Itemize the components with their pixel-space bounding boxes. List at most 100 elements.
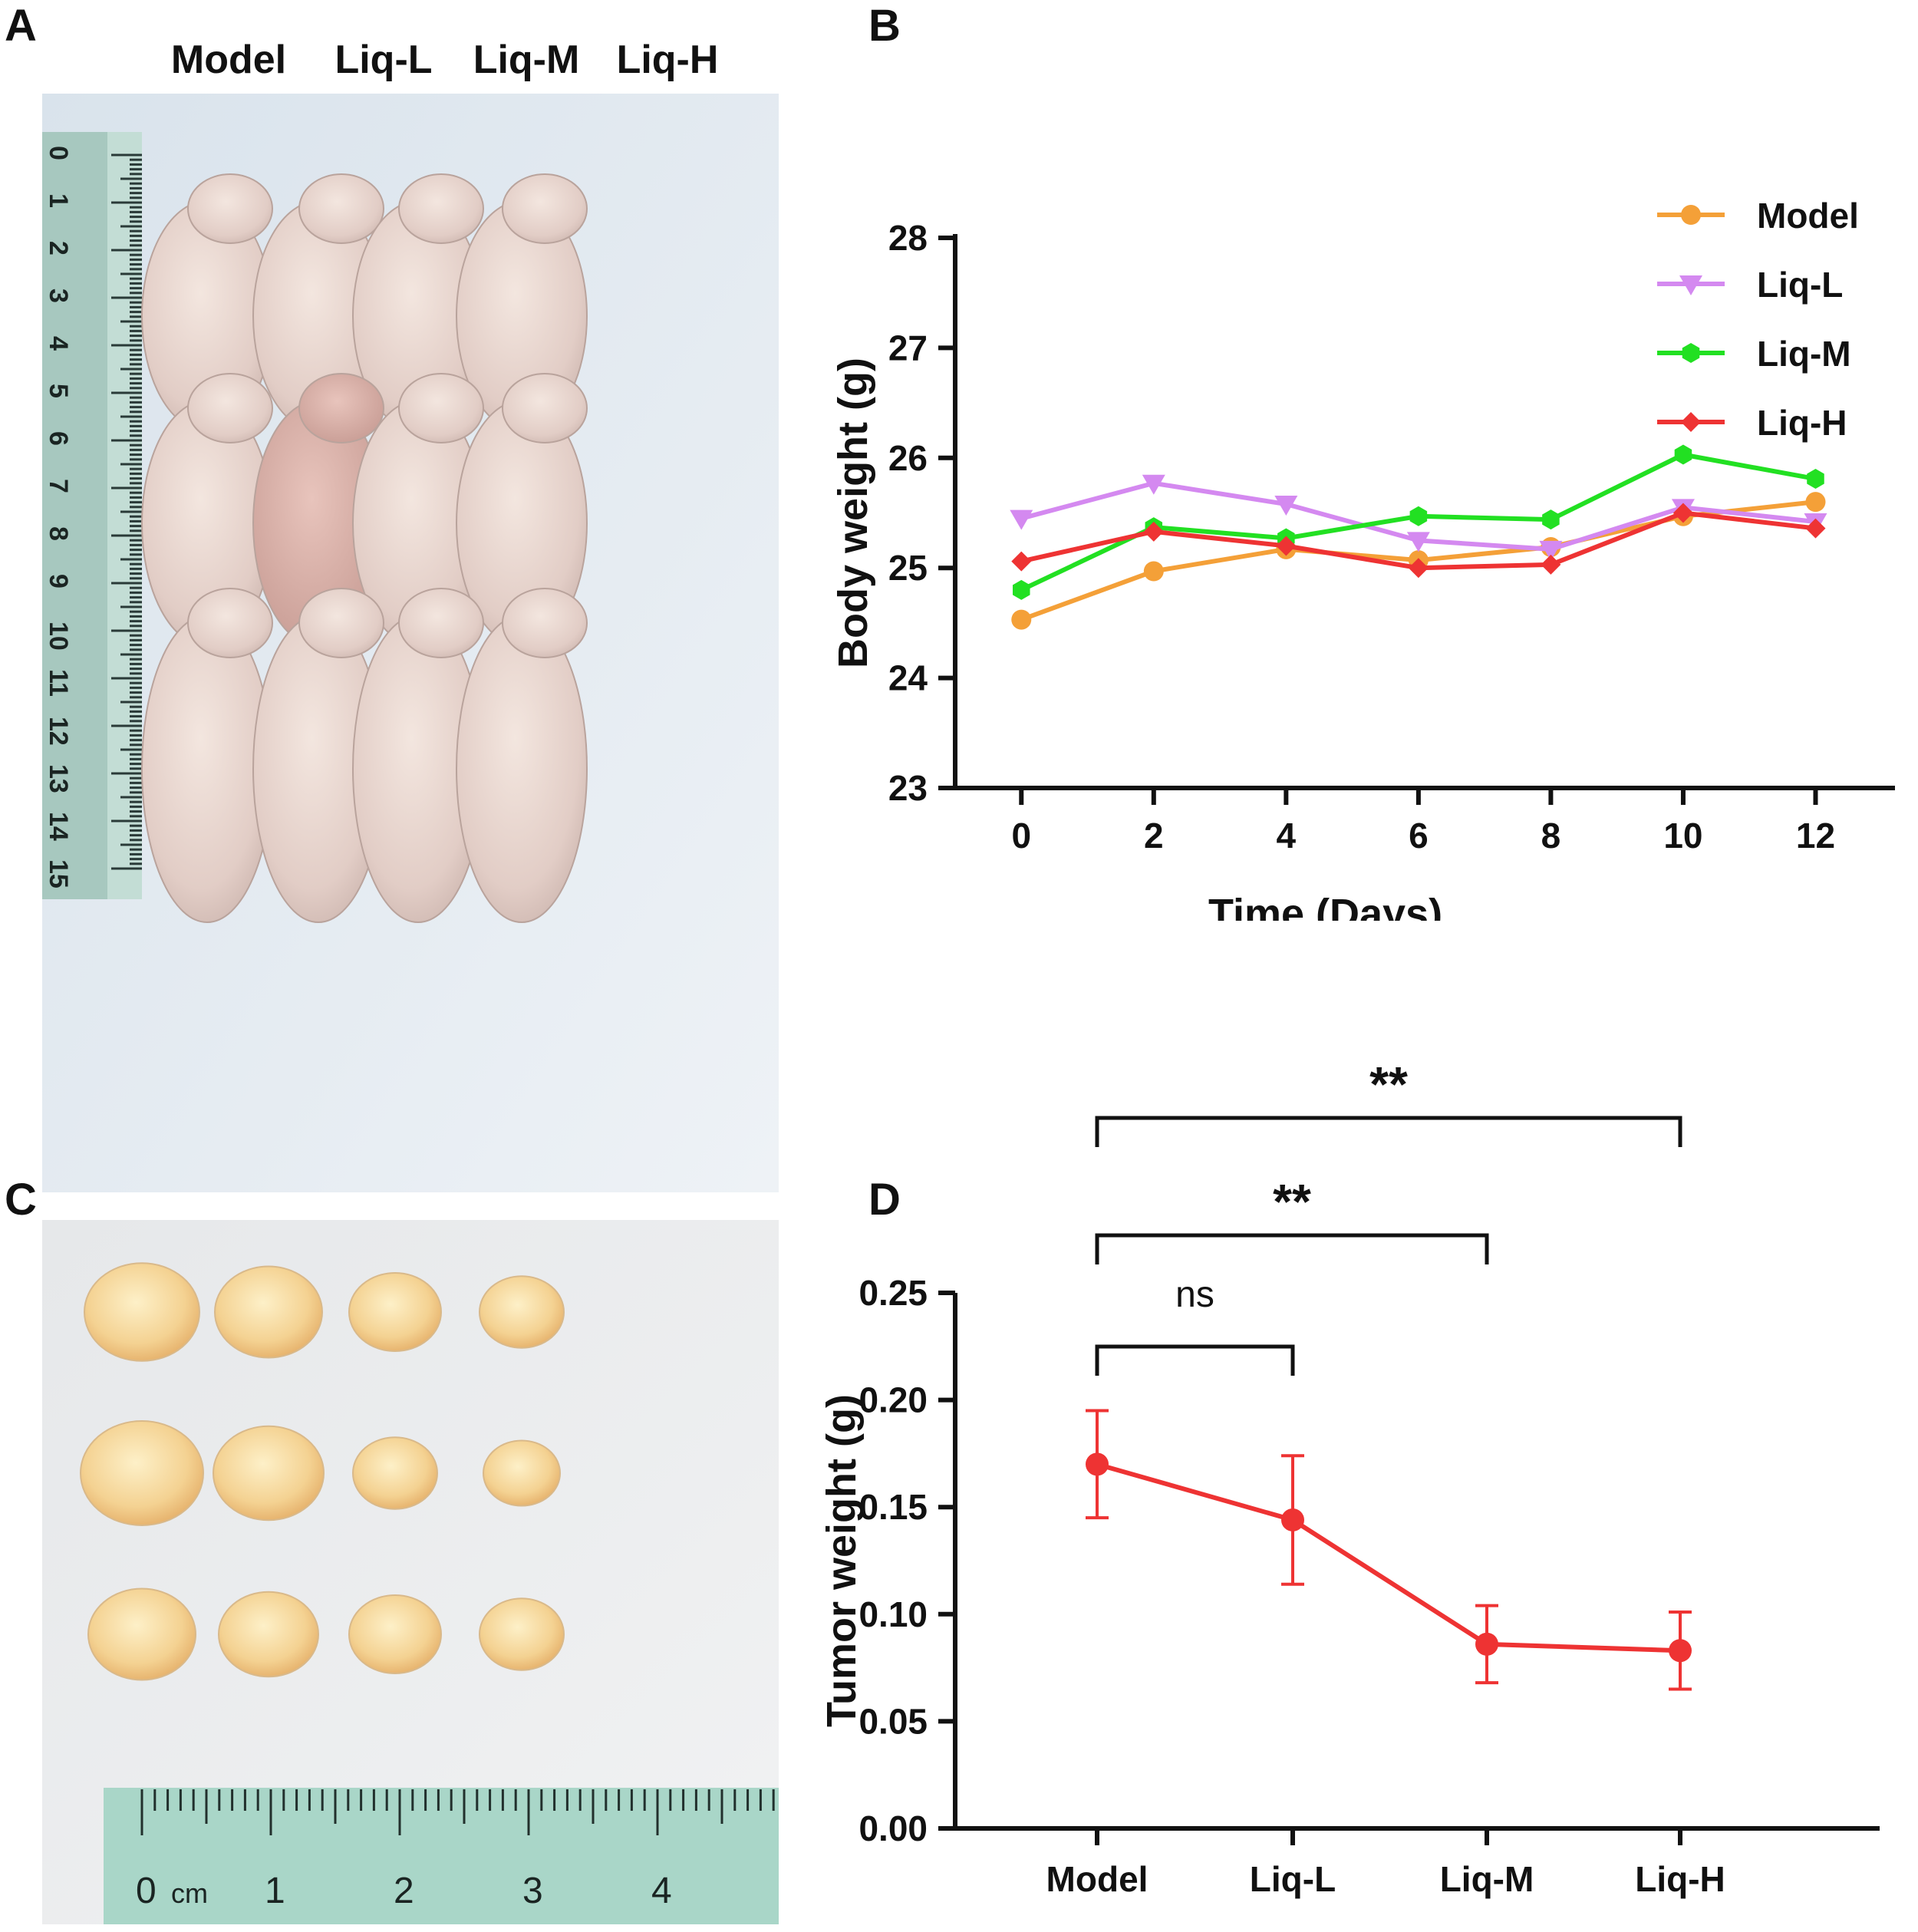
y-tick-label: 0.00 [858, 1808, 928, 1848]
data-point [1674, 444, 1692, 465]
x-tick-label: 8 [1541, 816, 1561, 856]
data-point [1681, 205, 1701, 225]
legend-label: Model [1757, 196, 1859, 236]
ruler-number: 14 [44, 812, 73, 841]
data-point [1406, 532, 1430, 552]
y-tick-label: 0.05 [858, 1701, 928, 1741]
data-point [1010, 509, 1033, 530]
y-tick-label: 26 [888, 438, 928, 478]
data-point [1011, 609, 1032, 630]
y-tick-label: 28 [888, 218, 928, 258]
data-point [1086, 1452, 1109, 1476]
data-point [1281, 1508, 1304, 1531]
data-point [1805, 492, 1826, 513]
x-tick-label: Model [1046, 1859, 1148, 1899]
tumor-weight-chart: 0.00 0.05 0.10 0.15 0.20 0.25 Model Liq-L Liq-M L… [819, 1059, 1880, 1899]
tumor-specimen [214, 1265, 323, 1359]
ruler-unit: cm [171, 1878, 208, 1909]
ruler-number: 1 [44, 193, 73, 208]
group-label-liq-m: Liq-M [473, 38, 580, 82]
ruler-number: 0 [136, 1871, 157, 1911]
mouse-head [298, 588, 384, 658]
x-tick-label: 12 [1796, 816, 1835, 856]
ruler-number: 9 [44, 574, 73, 589]
ruler-number: 2 [394, 1871, 414, 1911]
y-axis-label: Tumor weight (g) [819, 1394, 865, 1727]
ruler-number: 3 [522, 1871, 543, 1911]
data-point [1672, 503, 1693, 523]
mice-photo: 0 1 2 3 4 5 6 7 8 9 10 11 12 13 14 15 [42, 94, 779, 1192]
group-label-model: Model [170, 38, 287, 82]
tumor-specimen [84, 1262, 200, 1362]
data-point [1274, 496, 1298, 516]
x-tick-label: 6 [1409, 816, 1429, 856]
legend-label: Liq-H [1757, 403, 1847, 443]
ruler-number: 13 [44, 764, 73, 793]
ruler-number: 0 [44, 146, 73, 160]
data-point [1408, 558, 1429, 579]
x-tick-label: 10 [1663, 816, 1702, 856]
ruler-number: 4 [44, 336, 73, 351]
panel-letter-a: A [5, 1, 37, 51]
ruler-number: 4 [651, 1871, 672, 1911]
data-point [1682, 343, 1700, 363]
x-tick-label: 0 [1011, 816, 1031, 856]
tumor-specimen [218, 1591, 319, 1678]
data-point [1539, 540, 1563, 561]
panel-letter-c: C [5, 1175, 37, 1225]
data-point [1681, 412, 1701, 432]
y-tick-label: 0.15 [858, 1487, 928, 1527]
ruler-number: 8 [44, 526, 73, 541]
data-point [1142, 474, 1165, 495]
tumor-photo: 012345cm [42, 1220, 779, 1924]
mouse-head [187, 173, 273, 244]
x-axis-label: Time (Days) [1208, 891, 1442, 921]
tumor-specimen [348, 1594, 442, 1674]
significance-label: ** [1369, 1059, 1408, 1112]
mouse [456, 615, 588, 923]
x-tick-label: Liq-H [1635, 1859, 1725, 1899]
y-tick-label: 27 [888, 328, 928, 368]
significance-bracket [1095, 1116, 1682, 1147]
data-point [1679, 275, 1702, 295]
mouse-head [502, 588, 588, 658]
mouse-head [398, 373, 484, 443]
significance-label: ** [1273, 1174, 1311, 1229]
mouse-head [187, 373, 273, 443]
tumor-specimen [87, 1587, 196, 1681]
mouse-head [502, 373, 588, 443]
ruler-c [104, 1788, 779, 1924]
data-point [1541, 554, 1561, 575]
y-tick-label: 0.20 [858, 1380, 928, 1420]
data-point [1542, 509, 1560, 530]
y-tick-label: 25 [888, 548, 928, 588]
ruler-number: 2 [44, 241, 73, 256]
mouse-head [187, 588, 273, 658]
data-point [1807, 469, 1824, 490]
ruler-number: 10 [44, 621, 73, 651]
tumor-specimen [483, 1439, 561, 1507]
tumor-series-line [1096, 1462, 1681, 1653]
ruler-number: 1 [265, 1871, 285, 1911]
data-point [1669, 1639, 1692, 1663]
mouse-head [298, 373, 384, 443]
data-point [1409, 506, 1428, 526]
data-point [1143, 561, 1164, 582]
data-point [1475, 1632, 1498, 1656]
data-point [1013, 579, 1030, 600]
panel-letter-d: D [868, 1175, 901, 1225]
mouse-head [502, 173, 588, 244]
significance-bracket [1095, 1233, 1489, 1264]
significance-bracket [1095, 1344, 1295, 1376]
group-label-liq-l: Liq-L [334, 38, 433, 82]
data-point [1011, 551, 1032, 572]
data-point [1805, 518, 1826, 539]
ruler-number: 5 [44, 384, 73, 398]
mouse-head [398, 173, 484, 244]
y-tick-label: 0.25 [858, 1273, 928, 1313]
tumor-specimen [213, 1425, 325, 1522]
group-label-liq-h: Liq-H [616, 38, 719, 82]
ruler-number: 12 [44, 717, 73, 746]
tumor-specimen [352, 1436, 438, 1510]
